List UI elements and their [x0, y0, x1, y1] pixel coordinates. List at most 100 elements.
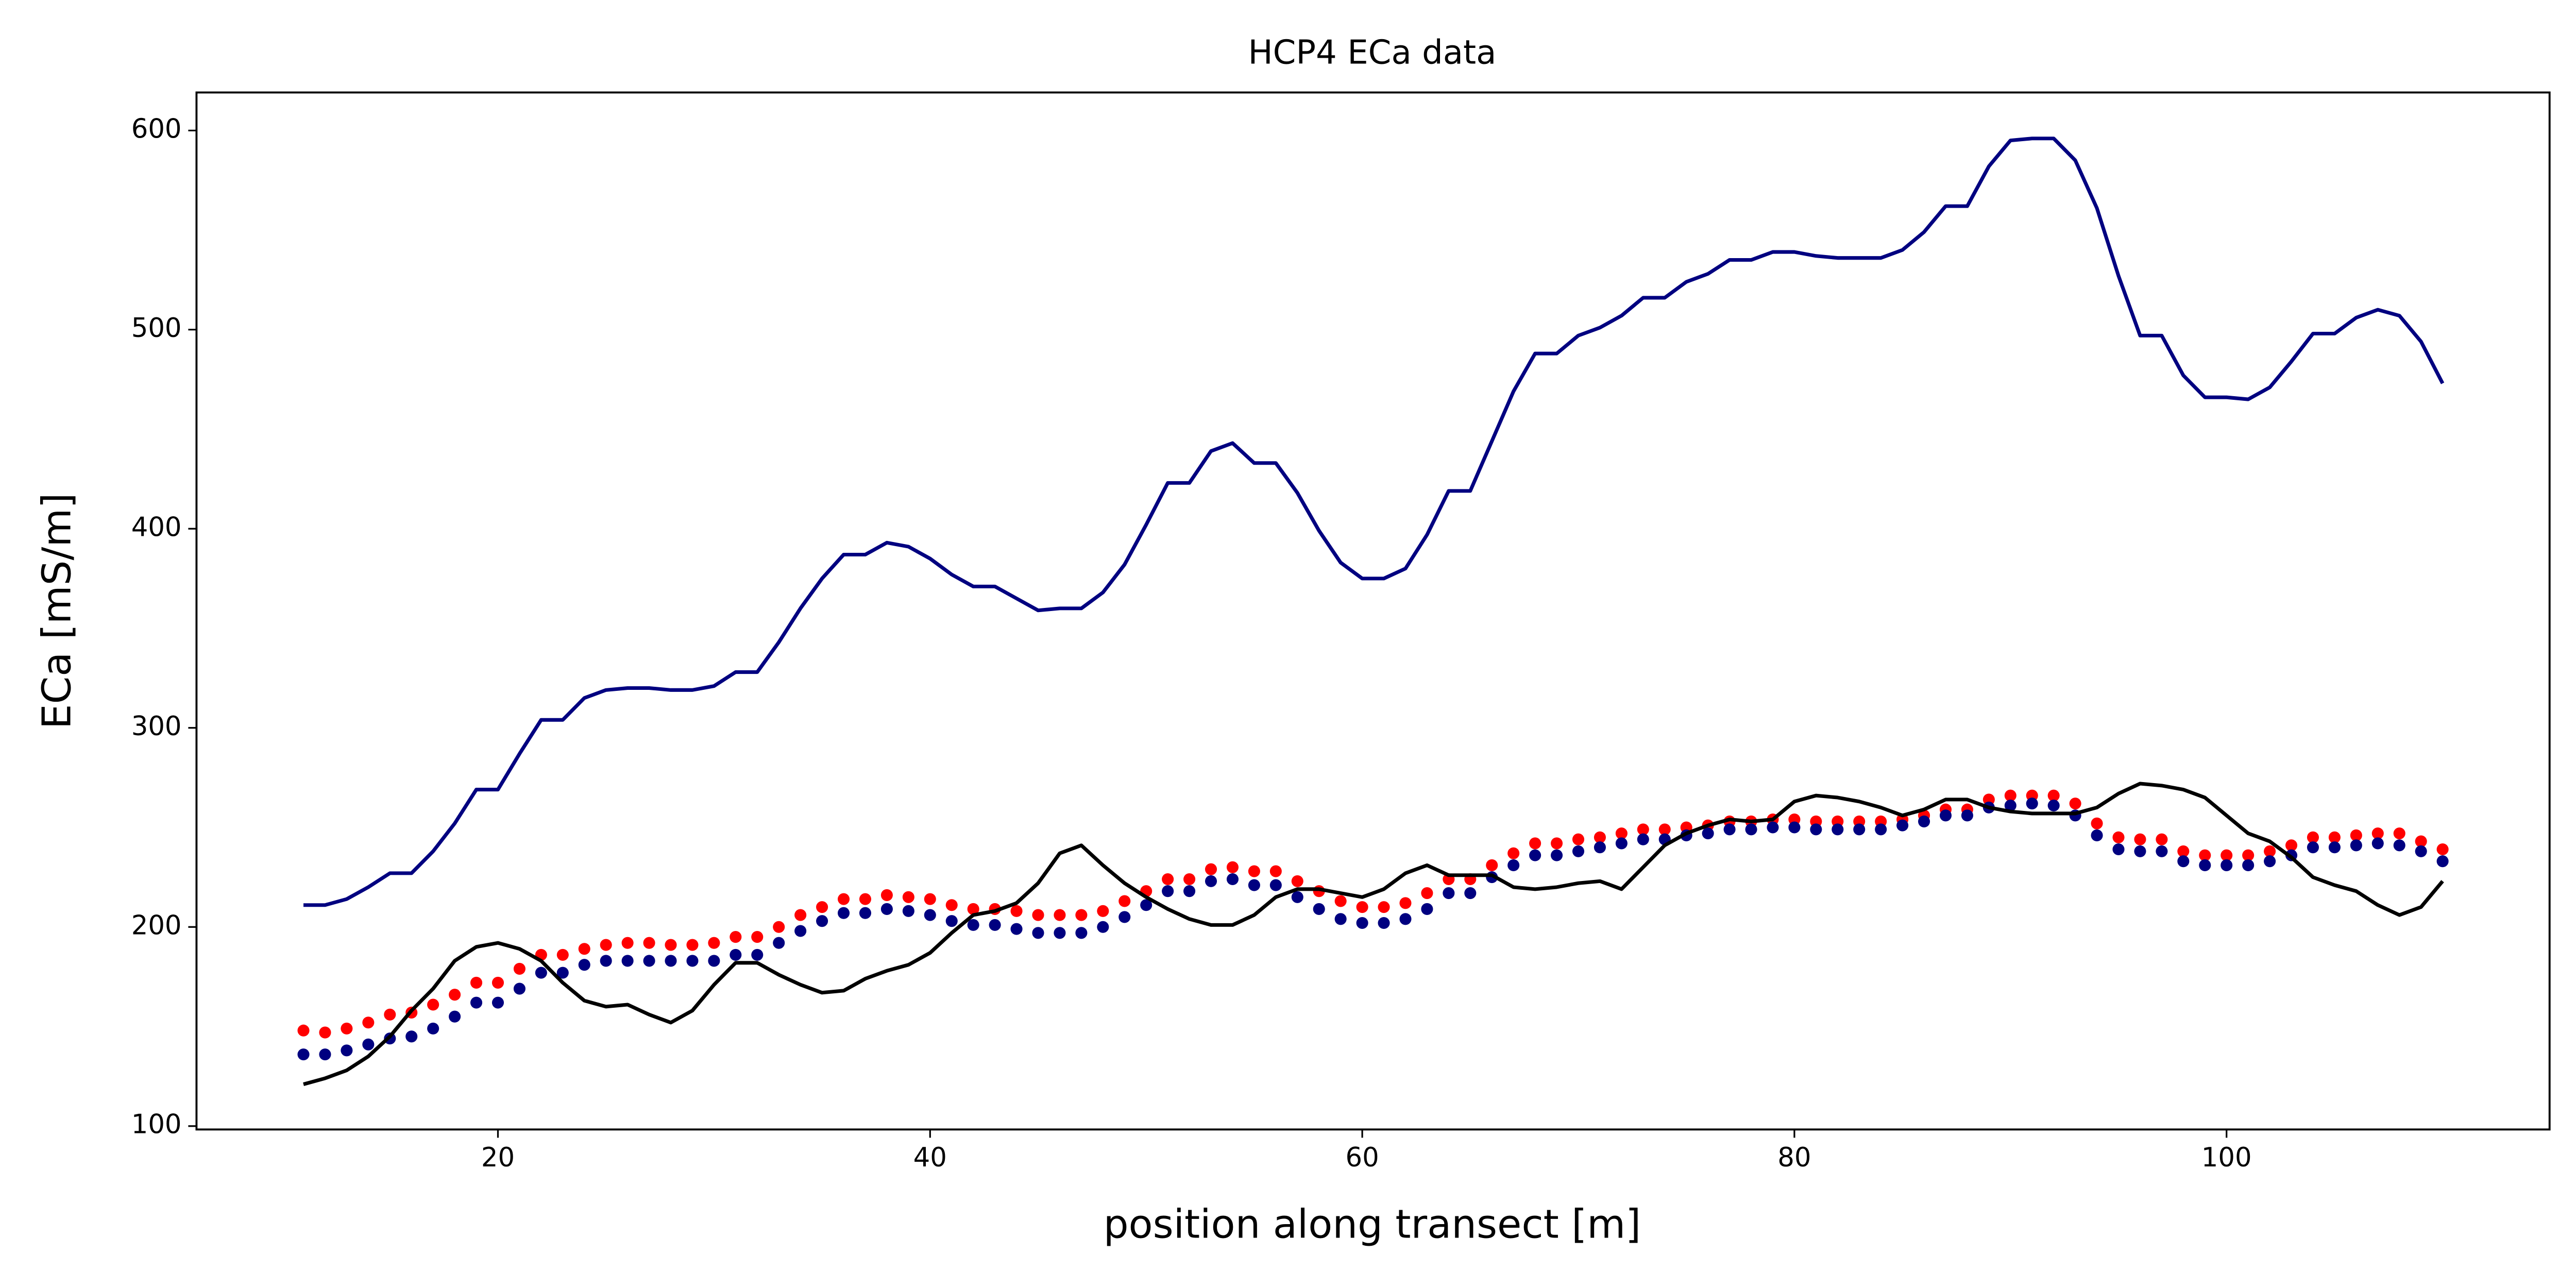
data-point: [2134, 845, 2146, 857]
data-point: [362, 1038, 375, 1050]
data-point: [945, 899, 958, 911]
data-point: [794, 925, 807, 937]
data-point: [1615, 827, 1628, 840]
data-point: [816, 915, 828, 927]
data-point: [1896, 819, 1909, 832]
data-point: [1097, 905, 1109, 917]
data-point: [2047, 789, 2060, 802]
data-point: [600, 939, 612, 951]
data-point: [665, 955, 677, 967]
data-point: [902, 891, 914, 903]
data-point: [1118, 895, 1131, 907]
data-point: [2242, 859, 2255, 871]
data-point: [686, 955, 699, 967]
data-point: [1010, 923, 1023, 935]
data-point: [2134, 833, 2146, 845]
data-point: [924, 893, 936, 905]
y-tick-label: 600: [131, 113, 182, 144]
data-point: [1356, 901, 1368, 913]
data-point: [880, 903, 893, 916]
data-point: [1399, 897, 1412, 909]
data-point: [2156, 845, 2168, 857]
data-point: [2393, 839, 2405, 852]
data-point: [1594, 831, 1606, 843]
data-point: [1269, 879, 1282, 891]
data-point: [1853, 823, 1866, 836]
data-point: [578, 943, 590, 955]
data-point: [2436, 843, 2449, 856]
data-point: [2264, 845, 2276, 857]
data-point: [2328, 841, 2341, 854]
data-point: [1421, 887, 1433, 900]
data-point: [1226, 873, 1239, 886]
data-point: [1961, 809, 1973, 822]
data-point: [1248, 879, 1260, 891]
data-point: [2350, 839, 2362, 852]
data-point: [1140, 899, 1153, 911]
y-axis-label: ECa [mS/m]: [34, 493, 80, 729]
data-point: [319, 1048, 331, 1061]
data-point: [427, 1022, 439, 1035]
data-point: [297, 1024, 310, 1037]
data-point: [989, 919, 1001, 931]
data-point: [2307, 841, 2319, 854]
data-point: [362, 1016, 375, 1029]
data-point: [2112, 831, 2125, 843]
data-point: [837, 893, 850, 905]
x-tick-label: 60: [1345, 1142, 1379, 1173]
data-point: [1702, 827, 1714, 840]
data-point: [837, 907, 850, 919]
data-point: [1507, 847, 1520, 859]
data-point: [1075, 909, 1088, 921]
data-point: [470, 976, 483, 989]
data-point: [751, 948, 764, 961]
data-point: [2285, 839, 2298, 852]
data-point: [1378, 917, 1390, 929]
data-point: [2091, 817, 2103, 829]
data-point: [1658, 823, 1671, 836]
data-point: [1334, 913, 1347, 925]
data-point: [708, 937, 720, 949]
data-point: [621, 955, 634, 967]
data-point: [1637, 833, 1649, 845]
data-point: [1291, 891, 1303, 903]
data-point: [816, 901, 828, 913]
data-point: [902, 905, 914, 917]
data-point: [1162, 873, 1174, 886]
data-line: [303, 137, 2445, 907]
data-line: [303, 782, 2444, 1086]
data-point: [1399, 913, 1412, 925]
data-point: [2393, 827, 2405, 840]
data-point: [2415, 845, 2427, 857]
data-point: [2307, 831, 2319, 843]
data-point: [2199, 849, 2211, 861]
data-point: [341, 1022, 353, 1035]
data-point: [1162, 885, 1174, 897]
x-tick-label: 100: [2201, 1142, 2252, 1173]
data-point: [2350, 829, 2362, 842]
data-point: [449, 989, 461, 1001]
x-tick-label: 20: [481, 1142, 515, 1173]
data-point: [1464, 887, 1477, 900]
y-tick-label: 300: [131, 711, 182, 742]
data-point: [2371, 837, 2384, 850]
data-point: [1205, 863, 1217, 875]
data-point: [2156, 833, 2168, 845]
data-point: [2221, 859, 2233, 871]
data-point: [686, 939, 699, 951]
data-point: [2177, 855, 2190, 868]
chart-title: HCP4 ECa data: [1248, 33, 1496, 72]
data-point: [384, 1008, 396, 1021]
data-point: [643, 937, 655, 949]
y-tick-label: 400: [131, 512, 182, 543]
y-tick-label: 200: [131, 910, 182, 941]
data-point: [2199, 859, 2211, 871]
data-point: [1183, 873, 1196, 886]
data-point: [2004, 799, 2016, 812]
data-point: [859, 893, 872, 905]
data-point: [1054, 909, 1066, 921]
data-point: [1248, 865, 1260, 877]
data-point: [513, 982, 526, 995]
data-point: [2112, 843, 2125, 856]
data-point: [1118, 911, 1131, 923]
